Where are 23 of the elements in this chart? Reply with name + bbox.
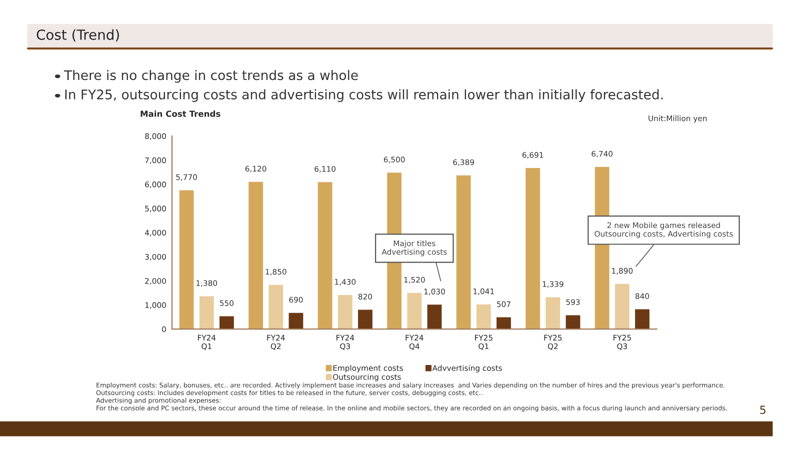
bar xyxy=(178,189,195,330)
bar xyxy=(288,312,304,330)
bar xyxy=(198,295,215,330)
bar xyxy=(544,296,561,330)
text: 5 xyxy=(760,406,766,414)
bar xyxy=(426,304,443,330)
bar xyxy=(357,308,374,330)
bar xyxy=(218,315,235,330)
bar xyxy=(564,314,582,330)
chart-subtitle: Main Cost Trends xyxy=(140,110,220,117)
bar xyxy=(337,294,354,330)
bar xyxy=(317,181,334,330)
text: In FY25, outsourcing costs and advertising costs will remain lower than initially forecasted. xyxy=(65,89,663,102)
bar xyxy=(524,167,541,330)
bar xyxy=(268,284,284,330)
bar xyxy=(248,181,264,330)
text: There is no change in cost trends as a whole xyxy=(64,70,358,83)
bar xyxy=(406,292,422,330)
bar xyxy=(614,283,630,330)
chart-title: Cost (Trend) xyxy=(36,29,119,42)
bar xyxy=(496,316,512,330)
bar xyxy=(476,304,492,330)
bar xyxy=(634,308,650,330)
